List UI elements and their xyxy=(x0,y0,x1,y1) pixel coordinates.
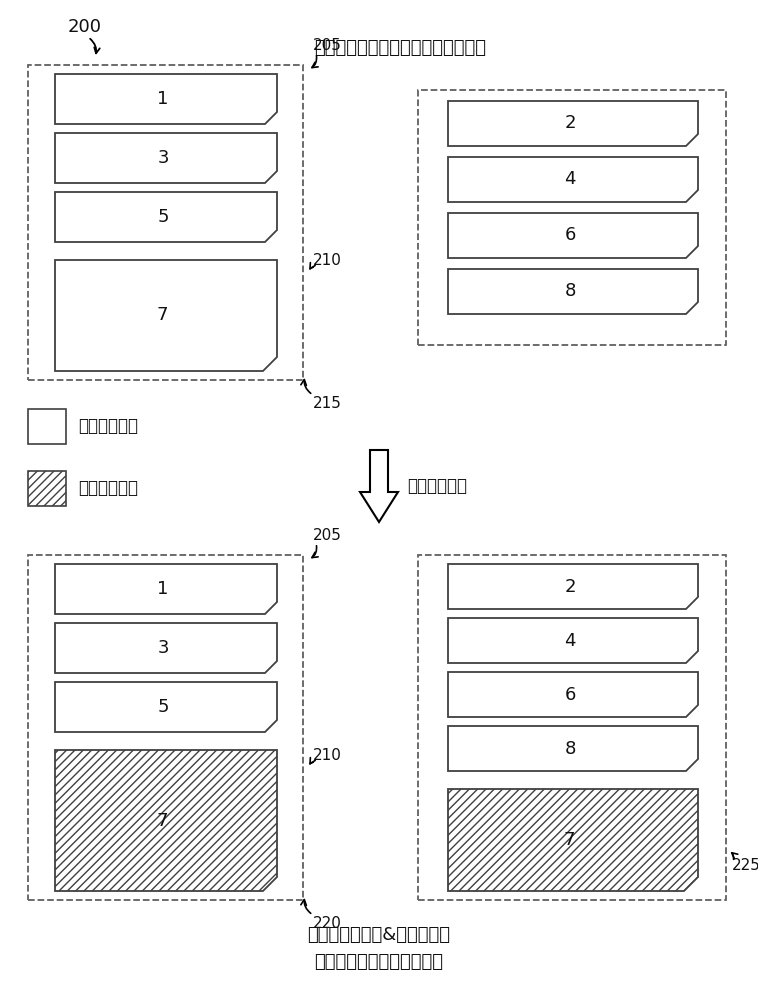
PathPatch shape xyxy=(448,726,698,771)
Bar xyxy=(418,90,726,345)
PathPatch shape xyxy=(448,213,698,258)
PathPatch shape xyxy=(448,618,698,663)
PathPatch shape xyxy=(55,623,277,673)
Text: 225: 225 xyxy=(732,858,758,873)
PathPatch shape xyxy=(55,750,277,891)
Text: 哈希分布的处理节点，具有倾斜节点: 哈希分布的处理节点，具有倾斜节点 xyxy=(314,39,486,57)
Text: 4: 4 xyxy=(564,632,576,650)
Text: 3: 3 xyxy=(157,639,169,657)
Text: 220: 220 xyxy=(313,916,342,931)
Text: 的处理节点，防止倾斜节点: 的处理节点，防止倾斜节点 xyxy=(315,953,443,971)
Bar xyxy=(418,555,726,900)
Text: 3: 3 xyxy=(157,149,169,167)
PathPatch shape xyxy=(448,269,698,314)
PathPatch shape xyxy=(448,101,698,146)
PathPatch shape xyxy=(55,260,277,371)
PathPatch shape xyxy=(448,564,698,609)
PathPatch shape xyxy=(55,74,277,124)
Text: 随机分布模式: 随机分布模式 xyxy=(78,479,138,497)
PathPatch shape xyxy=(448,789,698,891)
Text: 2: 2 xyxy=(564,114,576,132)
Text: 200: 200 xyxy=(68,18,102,36)
PathPatch shape xyxy=(448,157,698,202)
PathPatch shape xyxy=(55,133,277,183)
Text: 1: 1 xyxy=(158,90,169,108)
PathPatch shape xyxy=(55,192,277,242)
PathPatch shape xyxy=(448,672,698,717)
Text: 205: 205 xyxy=(313,38,342,53)
Bar xyxy=(28,65,303,380)
Text: 混合分布（哈希&随机）模式: 混合分布（哈希&随机）模式 xyxy=(308,926,450,944)
Text: 7: 7 xyxy=(564,831,575,849)
PathPatch shape xyxy=(55,564,277,614)
Text: 转换分布模式: 转换分布模式 xyxy=(407,477,467,495)
Text: 8: 8 xyxy=(564,740,575,758)
Text: 哈希分布模式: 哈希分布模式 xyxy=(78,417,138,435)
Text: 7: 7 xyxy=(157,812,168,830)
Text: 8: 8 xyxy=(564,282,575,300)
Bar xyxy=(28,409,66,444)
Text: 205: 205 xyxy=(313,528,342,543)
Text: 2: 2 xyxy=(564,578,576,595)
Text: 6: 6 xyxy=(564,227,575,244)
Text: 5: 5 xyxy=(157,208,169,226)
Text: 210: 210 xyxy=(313,253,342,268)
PathPatch shape xyxy=(55,682,277,732)
Bar xyxy=(28,471,66,506)
Text: 6: 6 xyxy=(564,686,575,704)
Text: 7: 7 xyxy=(157,306,168,324)
Text: 4: 4 xyxy=(564,170,576,188)
PathPatch shape xyxy=(360,450,398,522)
Text: 5: 5 xyxy=(157,698,169,716)
Text: 1: 1 xyxy=(158,580,169,598)
Bar xyxy=(28,555,303,900)
Text: 210: 210 xyxy=(313,748,342,763)
Text: 215: 215 xyxy=(313,396,342,411)
